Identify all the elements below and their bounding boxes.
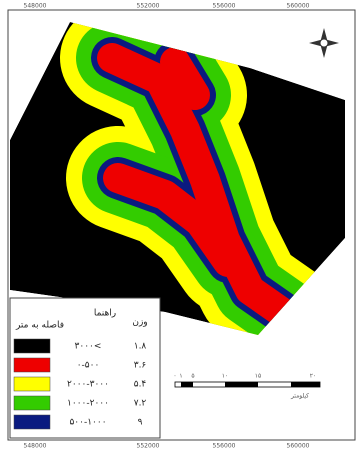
scale-tick: ۱	[179, 373, 182, 380]
legend-swatch	[13, 376, 51, 392]
scale-tick: ۲۰	[310, 373, 316, 380]
legend-weight: ۳.۶	[134, 361, 147, 371]
top-coord: 552000	[137, 3, 160, 10]
legend-class: ۳۰۰۰<	[75, 342, 102, 352]
legend-class: ۰-۵۰۰	[77, 361, 100, 371]
top-coord: 560000	[287, 3, 310, 10]
zone-red	[97, 43, 305, 333]
legend-swatch	[13, 414, 51, 430]
legend-swatch	[13, 338, 51, 354]
scale-tick: ۰	[173, 373, 176, 380]
top-coord: 548000	[24, 3, 47, 10]
top-coord: 556000	[213, 3, 236, 10]
bottom-coord: 556000	[213, 443, 236, 450]
legend-weight: ۷.۲	[134, 399, 147, 409]
legend-class: ۵۰۰-۱۰۰۰	[69, 418, 106, 428]
legend-swatch	[13, 395, 51, 411]
scale-tick: ۱۵	[255, 373, 261, 380]
legend-weight-header: وزن	[132, 318, 147, 328]
legend-swatch	[13, 357, 51, 373]
legend-title: راهنما	[94, 309, 116, 319]
scale-tick: ۱۰	[222, 373, 228, 380]
legend-weight: ۱.۸	[134, 342, 147, 352]
legend-weight: ۵.۴	[134, 380, 147, 390]
bottom-coord: 548000	[24, 443, 47, 450]
legend-subtitle: فاصله به متر	[15, 321, 64, 331]
legend-weight: ۹	[138, 418, 143, 428]
scale-bar	[174, 381, 321, 388]
map-layers	[10, 22, 345, 335]
legend-class: ۲۰۰۰-۳۰۰۰	[67, 380, 109, 390]
scale-unit: کیلومتر	[290, 393, 309, 400]
north-arrow	[309, 28, 339, 58]
bottom-coord: 552000	[137, 443, 160, 450]
scale-tick: ۵	[191, 373, 194, 380]
bottom-coord: 560000	[287, 443, 310, 450]
legend-class: ۱۰۰۰-۲۰۰۰	[67, 399, 109, 409]
